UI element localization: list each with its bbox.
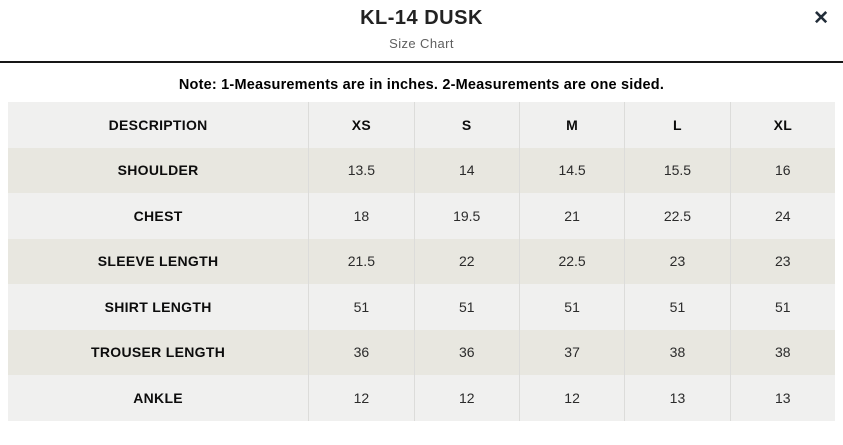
measurement-value: 51 <box>624 284 729 330</box>
measurement-value: 22.5 <box>624 193 729 239</box>
measurement-value: 13 <box>624 375 729 421</box>
measurement-value: 51 <box>413 284 519 330</box>
row-label: CHEST <box>133 207 183 224</box>
table-row: ANKLE 12 12 12 13 13 <box>8 375 835 421</box>
measurement-value: 15.5 <box>624 147 729 193</box>
measurement-value: 22.5 <box>518 238 624 284</box>
measurement-value: 24 <box>729 193 835 239</box>
measurement-value: 21.5 <box>308 238 413 284</box>
measurement-value: 37 <box>518 329 624 375</box>
measurement-value: 14.5 <box>518 147 624 193</box>
column-header: XS <box>308 102 413 148</box>
measurement-value: 21 <box>518 193 624 239</box>
column-header: L <box>624 102 729 148</box>
measurement-value: 23 <box>729 238 835 284</box>
measurement-value: 22 <box>413 238 519 284</box>
table-row: SHIRT LENGTH 51 51 51 51 51 <box>8 284 835 330</box>
row-label: SLEEVE LENGTH <box>97 253 219 270</box>
column-header: M <box>518 102 624 148</box>
measurement-value: 19.5 <box>413 193 519 239</box>
measurement-value: 51 <box>518 284 624 330</box>
table-row: CHEST 18 19.5 21 22.5 24 <box>8 193 835 239</box>
row-label: TROUSER LENGTH <box>91 344 226 361</box>
measurement-value: 12 <box>518 375 624 421</box>
measurement-note: Note: 1-Measurements are in inches. 2-Me… <box>178 77 665 93</box>
page-title: KL-14 DUSK <box>360 7 483 29</box>
measurement-value: 18 <box>308 193 413 239</box>
table-row: SLEEVE LENGTH 21.5 22 22.5 23 23 <box>8 238 835 284</box>
measurement-value: 12 <box>308 375 413 421</box>
row-label: SHOULDER <box>117 162 199 179</box>
table-row: SHOULDER 13.5 14 14.5 15.5 16 <box>8 147 835 193</box>
column-header: S <box>413 102 519 148</box>
measurement-value: 38 <box>624 329 729 375</box>
measurement-value: 13 <box>729 375 835 421</box>
column-header: DESCRIPTION <box>108 116 208 133</box>
measurement-value: 36 <box>413 329 519 375</box>
measurement-value: 23 <box>624 238 729 284</box>
measurement-value: 14 <box>413 147 519 193</box>
modal-header: KL-14 DUSK Size Chart ✕ <box>0 0 843 63</box>
measurement-value: 13.5 <box>308 147 413 193</box>
row-label: SHIRT LENGTH <box>104 298 212 315</box>
measurement-value: 51 <box>308 284 413 330</box>
measurement-value: 51 <box>729 284 835 330</box>
measurement-value: 16 <box>729 147 835 193</box>
row-label: ANKLE <box>133 389 183 406</box>
measurement-value: 38 <box>729 329 835 375</box>
close-icon[interactable]: ✕ <box>811 4 831 34</box>
column-header: XL <box>729 102 835 148</box>
size-chart-table: DESCRIPTION XS S M L XL SHOULDER 13.5 14 14.5 15.5… <box>8 102 835 421</box>
measurement-value: 12 <box>413 375 519 421</box>
table-header-row: DESCRIPTION XS S M L XL <box>8 102 835 148</box>
measurement-value: 36 <box>308 329 413 375</box>
table-row: TROUSER LENGTH 36 36 37 38 38 <box>8 329 835 375</box>
modal-subtitle: Size Chart <box>389 36 454 51</box>
